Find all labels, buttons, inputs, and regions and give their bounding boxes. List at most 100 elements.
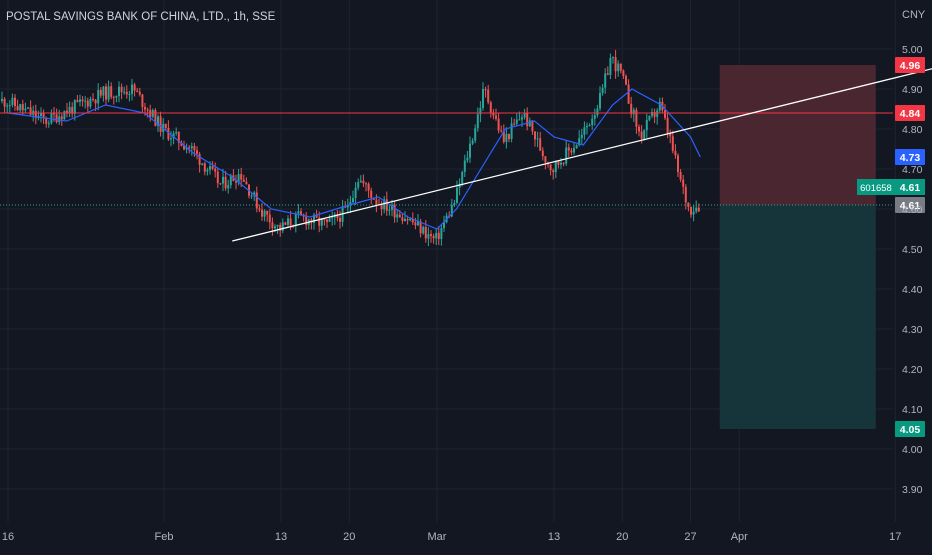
position-zones[interactable] xyxy=(719,65,876,429)
candle-body xyxy=(112,96,115,98)
target-tag: 4.05 xyxy=(900,424,921,436)
candle-body xyxy=(180,142,183,146)
candle-body xyxy=(435,232,438,239)
price-tick-label: 4.60 xyxy=(902,204,923,216)
time-tick-label: 13 xyxy=(548,531,560,543)
candle-body xyxy=(391,204,393,210)
candle-body xyxy=(276,224,279,227)
candle-body xyxy=(125,91,128,95)
candle-body xyxy=(159,116,162,132)
candle-body xyxy=(510,123,513,139)
candle-body xyxy=(172,133,175,139)
candle-body xyxy=(115,95,118,98)
candle-body xyxy=(97,89,100,104)
candle-body xyxy=(222,176,224,184)
candle-body xyxy=(279,224,282,231)
price-tick-label: 4.10 xyxy=(902,404,923,416)
candle-body xyxy=(606,73,609,75)
candle-body xyxy=(554,161,557,173)
symbol-tag-bg xyxy=(857,179,895,195)
candle-body xyxy=(206,169,209,172)
candle-body xyxy=(640,131,643,139)
candle-body xyxy=(131,84,133,94)
candle-body xyxy=(541,150,544,157)
entry-tag: 4.61 xyxy=(900,200,921,212)
candle-body xyxy=(154,110,157,126)
candle-body xyxy=(193,146,196,151)
candle-body xyxy=(255,192,258,209)
candle-body xyxy=(682,179,685,187)
candle-body xyxy=(11,97,14,106)
candle-body xyxy=(549,164,552,171)
candle-body xyxy=(500,130,503,132)
candle-body xyxy=(456,187,458,204)
candle-body xyxy=(482,89,484,108)
candle-body xyxy=(123,91,126,93)
candle-body xyxy=(432,235,435,239)
candle-body xyxy=(326,219,328,222)
candle-body xyxy=(14,97,16,107)
resistance-tag-bg xyxy=(895,105,925,121)
candle-body xyxy=(575,145,578,149)
candle-body xyxy=(352,198,354,203)
moving-average-tag-bg xyxy=(895,149,925,165)
candle-body xyxy=(297,211,300,214)
candle-body xyxy=(209,166,211,170)
candle-body xyxy=(167,127,170,140)
candle-body xyxy=(458,183,461,188)
candle-body xyxy=(45,118,48,124)
candle-body xyxy=(643,130,646,139)
candle-body xyxy=(201,163,204,165)
candle-body xyxy=(196,150,198,154)
stop-loss-tag-bg xyxy=(895,57,925,73)
candle-body xyxy=(521,117,523,120)
candle-body xyxy=(489,102,492,113)
candle-body xyxy=(495,115,497,119)
candle-body xyxy=(518,119,521,121)
candle-body xyxy=(385,199,388,211)
candle-body xyxy=(60,116,63,120)
candle-body xyxy=(534,131,536,140)
candle-body xyxy=(240,174,243,180)
candle-body xyxy=(508,133,510,139)
candle-body xyxy=(677,155,679,173)
candle-body xyxy=(583,127,586,135)
candle-body xyxy=(604,73,607,88)
resistance-tag: 4.84 xyxy=(900,108,921,120)
candle-body xyxy=(622,70,625,77)
price-tags: 4.96 4.84 4.73 601658 4.61 4.61 4.05 xyxy=(857,57,925,437)
time-axis[interactable]: 16Feb1320Mar132027Apr1724 xyxy=(2,531,932,543)
candle-body xyxy=(76,100,79,102)
candle-body xyxy=(8,105,11,107)
indicator-lines xyxy=(0,68,932,242)
trendline xyxy=(232,68,932,242)
candle-body xyxy=(599,92,601,109)
currency-label: CNY xyxy=(902,9,926,21)
candle-body xyxy=(367,183,370,191)
candle-body xyxy=(430,234,432,236)
candle-body xyxy=(443,222,445,229)
candle-body xyxy=(328,218,331,222)
candle-body xyxy=(146,109,149,111)
price-axis[interactable]: 5.00 4.90 4.80 4.70 4.60 4.50 4.40 4.30 4.20 4.10… xyxy=(902,44,923,496)
candle-body xyxy=(336,214,339,218)
candle-body xyxy=(86,100,89,107)
candle-body xyxy=(638,126,640,132)
candle-body xyxy=(651,112,653,116)
candle-body xyxy=(492,112,495,116)
candle-body xyxy=(528,120,531,127)
candle-body xyxy=(419,221,422,234)
candle-body xyxy=(185,147,188,150)
candle-body xyxy=(544,156,547,163)
candle-body xyxy=(294,213,297,226)
price-tick-label: 4.20 xyxy=(902,364,923,376)
candle-body xyxy=(674,150,677,156)
candle-body xyxy=(365,183,367,185)
candle-body xyxy=(63,110,66,120)
candle-body xyxy=(349,202,352,206)
candle-body xyxy=(684,186,687,203)
candle-body xyxy=(560,162,562,165)
price-tick-label: 4.90 xyxy=(902,84,923,96)
